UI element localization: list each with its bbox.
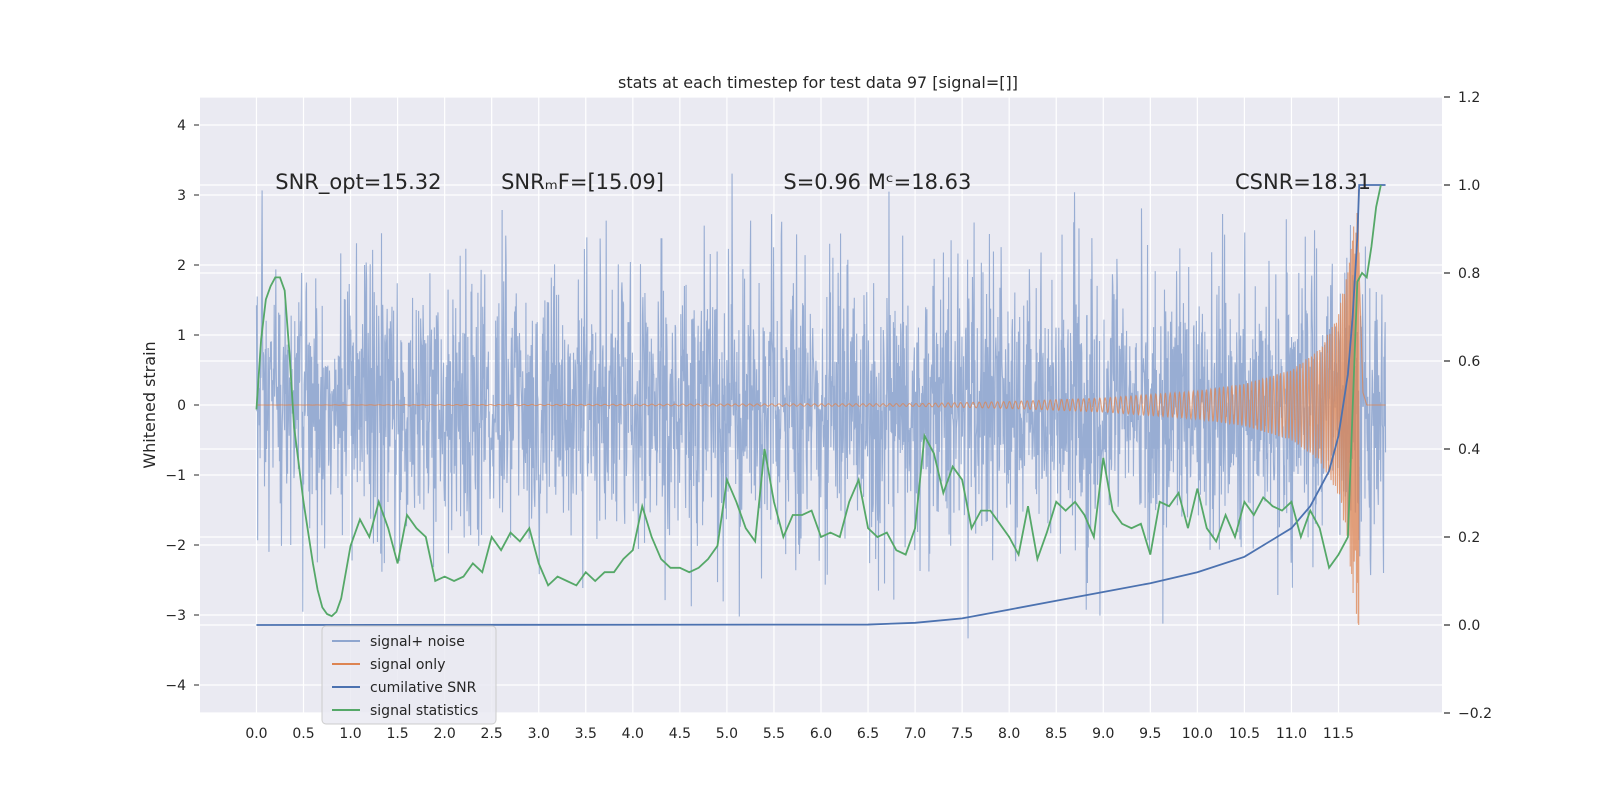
y-tick-label: −2 <box>165 538 186 554</box>
legend-label: cumilative SNR <box>370 680 477 696</box>
x-tick-label: 11.0 <box>1276 726 1307 742</box>
y-tick-label: −4 <box>165 678 186 694</box>
y-tick-label: 3 <box>177 188 186 204</box>
x-tick-label: 11.5 <box>1323 726 1354 742</box>
x-tick-label: 5.0 <box>716 726 738 742</box>
legend-label: signal only <box>370 657 445 673</box>
y2-tick-label: 1.0 <box>1458 178 1480 194</box>
x-tick-label: 9.0 <box>1092 726 1114 742</box>
y-axis-label: Whitened strain <box>140 341 159 468</box>
y2-tick-label: 0.2 <box>1458 530 1480 546</box>
y-axis-right: −0.2 0.0 0.2 0.4 0.6 0.8 1.0 1.2 <box>1444 90 1492 722</box>
legend-label: signal+ noise <box>370 634 465 650</box>
x-tick-label: 5.5 <box>763 726 785 742</box>
x-tick-label: 7.0 <box>904 726 926 742</box>
y-tick-label: 2 <box>177 258 186 274</box>
y-axis-left: −4 −3 −2 −1 0 1 2 3 4 <box>165 118 199 694</box>
x-tick-label: 2.0 <box>434 726 456 742</box>
series-signal-only <box>256 189 1386 626</box>
x-tick-label: 4.0 <box>622 726 644 742</box>
chart-title: stats at each timestep for test data 97 … <box>618 73 1018 92</box>
x-tick-label: 10.0 <box>1182 726 1213 742</box>
x-tick-label: 0.5 <box>292 726 314 742</box>
legend-box <box>321 625 497 725</box>
x-tick-label: 1.5 <box>386 726 408 742</box>
x-tick-label: 2.5 <box>481 726 503 742</box>
x-tick-label: 9.5 <box>1139 726 1161 742</box>
x-tick-label: 6.0 <box>810 726 832 742</box>
x-tick-label: 6.5 <box>857 726 879 742</box>
x-tick-label: 3.0 <box>528 726 550 742</box>
x-tick-label: 0.0 <box>245 726 267 742</box>
annotation-text: SNR_opt=15.32 <box>275 170 441 195</box>
x-tick-label: 10.5 <box>1229 726 1260 742</box>
y2-tick-label: 0.6 <box>1458 354 1480 370</box>
series-cumulative-snr <box>256 184 1386 626</box>
series-signal-statistics <box>255 184 1382 618</box>
annotations: SNR_opt=15.32 SNRₘF=[15.09] S=0.96 Mᶜ=18.6… <box>275 170 1371 195</box>
x-tick-label: 8.5 <box>1045 726 1067 742</box>
y2-tick-label: 0.8 <box>1458 266 1480 282</box>
y2-tick-label: −0.2 <box>1458 706 1492 722</box>
y2-tick-label: 0.4 <box>1458 442 1480 458</box>
y-tick-label: −1 <box>165 468 186 484</box>
series-signal-noise <box>255 173 1387 639</box>
y2-tick-label: 1.2 <box>1458 90 1480 106</box>
legend-label: signal statistics <box>370 703 478 719</box>
y-tick-label: 4 <box>177 118 186 134</box>
annotation-text: CSNR=18.31 <box>1235 170 1371 194</box>
y-tick-label: 1 <box>177 328 186 344</box>
annotation-text: S=0.96 Mᶜ=18.63 <box>783 170 971 194</box>
annotation-text: SNRₘF=[15.09] <box>501 170 664 194</box>
y-tick-label: 0 <box>177 398 186 414</box>
x-tick-label: 3.5 <box>575 726 597 742</box>
x-tick-label: 1.0 <box>339 726 361 742</box>
y2-tick-label: 0.0 <box>1458 618 1480 634</box>
x-tick-label: 4.5 <box>669 726 691 742</box>
x-tick-label: 7.5 <box>951 726 973 742</box>
legend: signal+ noise signal only cumilative SNR si… <box>321 625 497 725</box>
x-tick-label: 8.0 <box>998 726 1020 742</box>
x-axis: 0.0 0.5 1.0 1.5 2.0 2.5 3.0 3.5 4.0 4.5 5.0 5.5 6.0 6… <box>245 726 1354 742</box>
y-tick-label: −3 <box>165 608 186 624</box>
plot-series <box>255 173 1387 639</box>
